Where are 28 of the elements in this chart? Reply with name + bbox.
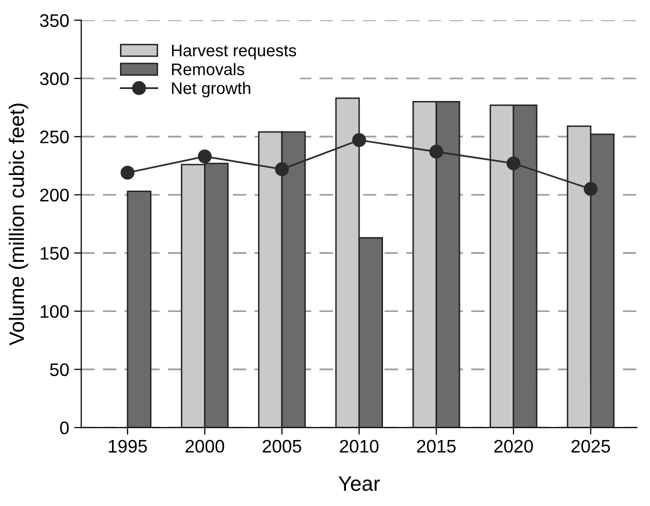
x-tick-label: 2005 xyxy=(262,440,302,453)
point xyxy=(506,156,520,170)
x-tick-label: 2000 xyxy=(186,440,224,453)
point xyxy=(274,162,289,176)
point xyxy=(120,166,135,180)
point xyxy=(352,133,366,148)
y-tick-label: 350 xyxy=(40,14,69,27)
x-tick-label: 2025 xyxy=(572,440,610,453)
point xyxy=(584,182,598,196)
point xyxy=(429,144,444,159)
y-tick-label: 300 xyxy=(40,72,69,86)
x-tick-label: 2015 xyxy=(417,440,456,453)
legend-label: Net growth xyxy=(172,82,250,98)
x-tick-label: 2020 xyxy=(494,440,533,453)
y-tick-label: 0 xyxy=(60,422,69,434)
y-tick-label: 50 xyxy=(50,363,69,376)
y-axis-title: Volume (million cubic feet) xyxy=(8,104,28,346)
x-axis-title: Year xyxy=(338,476,380,491)
bar xyxy=(126,190,152,428)
legend-label: Harvest requests xyxy=(172,44,296,60)
y-tick-label: 250 xyxy=(40,130,69,144)
x-tick-label: 2010 xyxy=(340,440,379,453)
legend-label: Removals xyxy=(172,62,244,76)
y-tick-label: 200 xyxy=(40,188,69,202)
x-tick-label: 1995 xyxy=(108,440,147,453)
y-tick-label: 100 xyxy=(40,305,69,318)
y-tick-label: 150 xyxy=(40,246,69,260)
point xyxy=(198,149,212,164)
